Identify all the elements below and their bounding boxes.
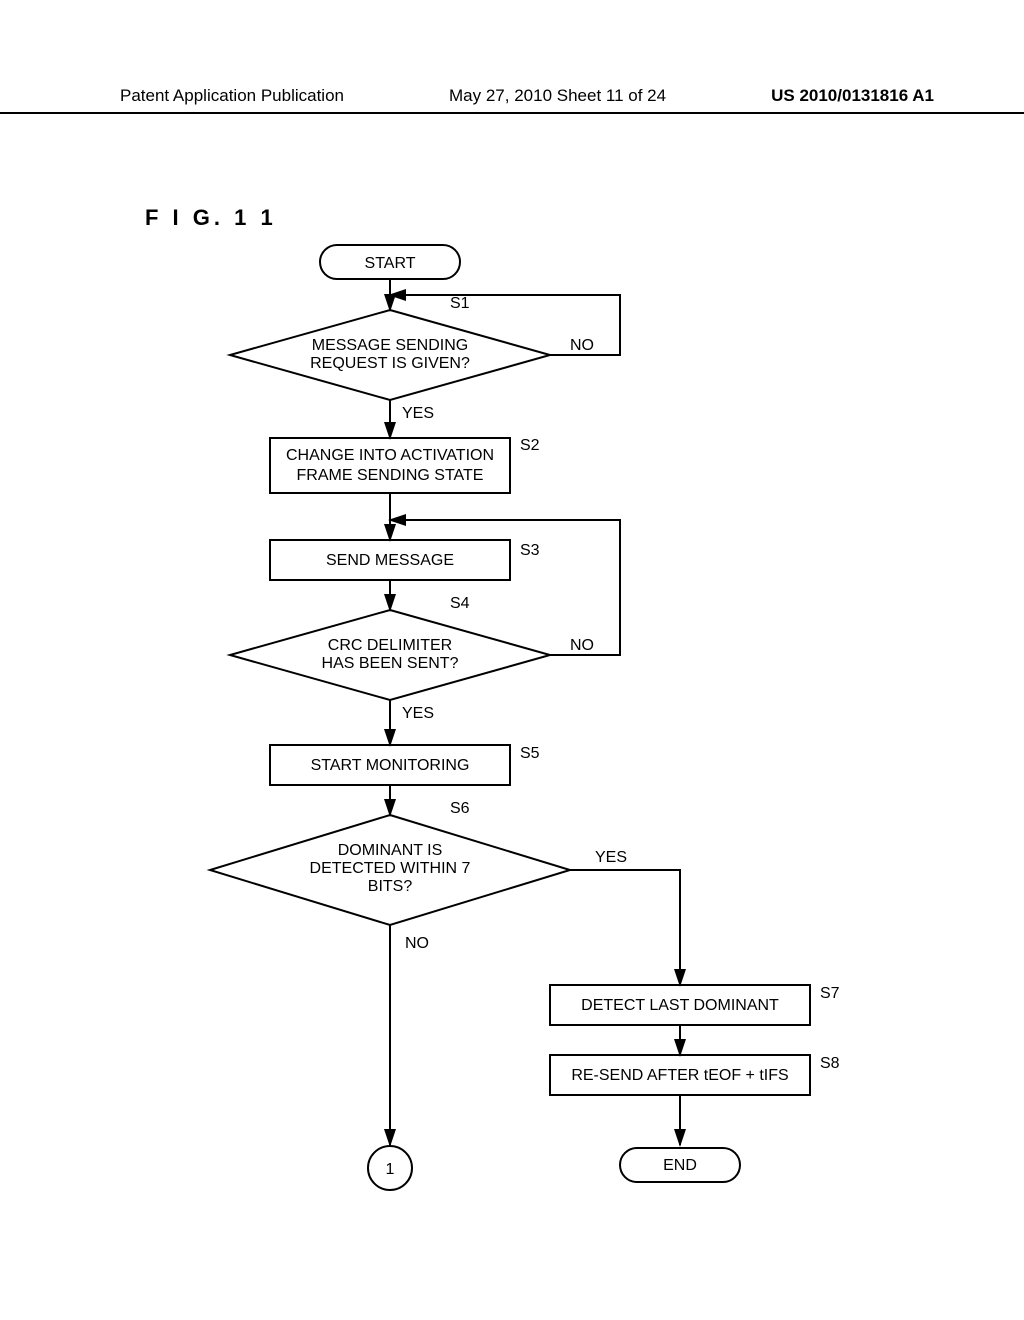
s6-label: S6 <box>450 800 470 817</box>
svg-text:DETECTED WITHIN 7: DETECTED WITHIN 7 <box>310 860 471 877</box>
figure-title: F I G. 1 1 <box>145 205 277 231</box>
s7-process: DETECT LAST DOMINANT S7 <box>550 985 840 1025</box>
svg-text:MESSAGE SENDING: MESSAGE SENDING <box>312 337 468 354</box>
s6-decision: DOMINANT IS DETECTED WITHIN 7 BITS? S6 Y… <box>210 800 627 952</box>
svg-text:BITS?: BITS? <box>368 878 413 895</box>
s5-label: S5 <box>520 745 540 762</box>
header-right: US 2010/0131816 A1 <box>771 86 934 106</box>
s1-decision: MESSAGE SENDING REQUEST IS GIVEN? S1 NO … <box>230 295 594 422</box>
s5-process: START MONITORING S5 <box>270 745 540 785</box>
svg-text:CRC DELIMITER: CRC DELIMITER <box>328 637 452 654</box>
svg-text:START MONITORING: START MONITORING <box>311 757 470 774</box>
svg-text:DETECT LAST DOMINANT: DETECT LAST DOMINANT <box>581 997 779 1014</box>
s8-process: RE-SEND AFTER tEOF + tIFS S8 <box>550 1055 840 1095</box>
s4-no: NO <box>570 637 594 654</box>
header-left: Patent Application Publication <box>120 86 344 106</box>
svg-text:CHANGE INTO ACTIVATION: CHANGE INTO ACTIVATION <box>286 447 494 464</box>
s4-label: S4 <box>450 595 470 612</box>
s2-label: S2 <box>520 437 540 454</box>
s3-process: SEND MESSAGE S3 <box>270 540 540 580</box>
s6-no: NO <box>405 935 429 952</box>
s7-label: S7 <box>820 985 840 1002</box>
svg-text:SEND MESSAGE: SEND MESSAGE <box>326 552 454 569</box>
s3-label: S3 <box>520 542 540 559</box>
page-header: Patent Application Publication May 27, 2… <box>0 86 1024 114</box>
start-text: START <box>365 255 416 272</box>
svg-text:REQUEST IS GIVEN?: REQUEST IS GIVEN? <box>310 355 470 372</box>
s1-label: S1 <box>450 295 470 312</box>
s6-yes: YES <box>595 849 627 866</box>
s2-process: CHANGE INTO ACTIVATION FRAME SENDING STA… <box>270 437 540 493</box>
svg-text:DOMINANT IS: DOMINANT IS <box>338 842 443 859</box>
start-node: START <box>320 245 460 279</box>
flowchart: START MESSAGE SENDING REQUEST IS GIVEN? … <box>120 240 910 1210</box>
connector-1: 1 <box>368 1146 412 1190</box>
s4-yes: YES <box>402 705 434 722</box>
s4-decision: CRC DELIMITER HAS BEEN SENT? S4 NO YES <box>230 595 594 722</box>
s1-no: NO <box>570 337 594 354</box>
svg-text:HAS BEEN SENT?: HAS BEEN SENT? <box>322 655 459 672</box>
end-node: END <box>620 1148 740 1182</box>
header-mid: May 27, 2010 Sheet 11 of 24 <box>449 86 666 106</box>
svg-text:1: 1 <box>386 1161 395 1178</box>
svg-text:RE-SEND AFTER tEOF + tIFS: RE-SEND AFTER tEOF + tIFS <box>571 1067 788 1084</box>
s1-yes: YES <box>402 405 434 422</box>
end-text: END <box>663 1157 697 1174</box>
s8-label: S8 <box>820 1055 840 1072</box>
svg-text:FRAME SENDING STATE: FRAME SENDING STATE <box>297 467 484 484</box>
